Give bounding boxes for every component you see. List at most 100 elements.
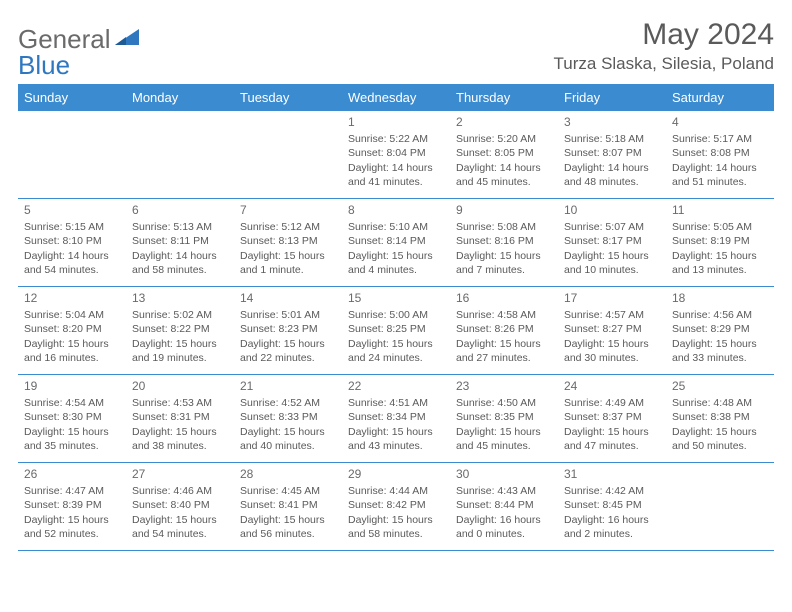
sunrise-line: Sunrise: 4:49 AM <box>564 396 660 410</box>
sunset-line: Sunset: 8:16 PM <box>456 234 552 248</box>
day-number: 6 <box>132 202 228 218</box>
daylight-line: Daylight: 15 hours and 52 minutes. <box>24 513 120 541</box>
calendar-week-row: 5Sunrise: 5:15 AMSunset: 8:10 PMDaylight… <box>18 199 774 287</box>
sunrise-line: Sunrise: 4:45 AM <box>240 484 336 498</box>
sunset-line: Sunset: 8:04 PM <box>348 146 444 160</box>
daylight-line: Daylight: 14 hours and 51 minutes. <box>672 161 768 189</box>
sunrise-line: Sunrise: 4:51 AM <box>348 396 444 410</box>
daylight-line: Daylight: 15 hours and 35 minutes. <box>24 425 120 453</box>
month-title: May 2024 <box>554 18 774 52</box>
sunrise-line: Sunrise: 5:10 AM <box>348 220 444 234</box>
header: General May 2024 Turza Slaska, Silesia, … <box>18 18 774 74</box>
sunset-line: Sunset: 8:11 PM <box>132 234 228 248</box>
daylight-line: Daylight: 15 hours and 45 minutes. <box>456 425 552 453</box>
sunset-line: Sunset: 8:30 PM <box>24 410 120 424</box>
day-number: 8 <box>348 202 444 218</box>
daylight-line: Daylight: 14 hours and 41 minutes. <box>348 161 444 189</box>
daylight-line: Daylight: 15 hours and 7 minutes. <box>456 249 552 277</box>
daylight-line: Daylight: 14 hours and 48 minutes. <box>564 161 660 189</box>
sunset-line: Sunset: 8:05 PM <box>456 146 552 160</box>
sunset-line: Sunset: 8:33 PM <box>240 410 336 424</box>
day-number: 14 <box>240 290 336 306</box>
day-number: 29 <box>348 466 444 482</box>
day-number: 16 <box>456 290 552 306</box>
sunset-line: Sunset: 8:13 PM <box>240 234 336 248</box>
calendar-day-cell: 23Sunrise: 4:50 AMSunset: 8:35 PMDayligh… <box>450 375 558 463</box>
calendar-day-cell: 7Sunrise: 5:12 AMSunset: 8:13 PMDaylight… <box>234 199 342 287</box>
calendar-day-cell: 18 Sunrise: 4:56 AMSunset: 8:29 PMDayligh… <box>666 287 774 375</box>
daylight-line: Daylight: 15 hours and 19 minutes. <box>132 337 228 365</box>
weekday-header: Tuesday <box>234 85 342 111</box>
day-number: 2 <box>456 114 552 130</box>
calendar-day-cell: 30Sunrise: 4:43 AMSunset: 8:44 PMDayligh… <box>450 463 558 551</box>
day-number: 17 <box>564 290 660 306</box>
daylight-line: Daylight: 15 hours and 43 minutes. <box>348 425 444 453</box>
calendar-day-cell: 16Sunrise: 4:58 AMSunset: 8:26 PMDayligh… <box>450 287 558 375</box>
day-number: 5 <box>24 202 120 218</box>
sunset-line: Sunset: 8:31 PM <box>132 410 228 424</box>
sunset-line: Sunset: 8:42 PM <box>348 498 444 512</box>
sunrise-line: Sunrise: 5:02 AM <box>132 308 228 322</box>
day-number: 26 <box>24 466 120 482</box>
calendar-body: 1Sunrise: 5:22 AMSunset: 8:04 PMDaylight… <box>18 111 774 551</box>
day-number: 7 <box>240 202 336 218</box>
title-block: May 2024 Turza Slaska, Silesia, Poland <box>554 18 774 74</box>
daylight-line: Daylight: 15 hours and 22 minutes. <box>240 337 336 365</box>
daylight-line: Daylight: 15 hours and 13 minutes. <box>672 249 768 277</box>
calendar-day-cell: 11Sunrise: 5:05 AMSunset: 8:19 PMDayligh… <box>666 199 774 287</box>
calendar-day-cell: 12Sunrise: 5:04 AMSunset: 8:20 PMDayligh… <box>18 287 126 375</box>
sunrise-line: Sunrise: 5:12 AM <box>240 220 336 234</box>
sunrise-line: Sunrise: 5:05 AM <box>672 220 768 234</box>
day-number: 9 <box>456 202 552 218</box>
sunset-line: Sunset: 8:14 PM <box>348 234 444 248</box>
sunrise-line: Sunrise: 4:47 AM <box>24 484 120 498</box>
sunrise-line: Sunrise: 5:00 AM <box>348 308 444 322</box>
calendar-day-cell: 28Sunrise: 4:45 AMSunset: 8:41 PMDayligh… <box>234 463 342 551</box>
calendar-day-cell <box>234 111 342 199</box>
sunset-line: Sunset: 8:35 PM <box>456 410 552 424</box>
weekday-header: Saturday <box>666 85 774 111</box>
calendar-day-cell: 31Sunrise: 4:42 AMSunset: 8:45 PMDayligh… <box>558 463 666 551</box>
weekday-header: Sunday <box>18 85 126 111</box>
day-number: 15 <box>348 290 444 306</box>
daylight-line: Daylight: 16 hours and 2 minutes. <box>564 513 660 541</box>
calendar-week-row: 1Sunrise: 5:22 AMSunset: 8:04 PMDaylight… <box>18 111 774 199</box>
daylight-line: Daylight: 15 hours and 16 minutes. <box>24 337 120 365</box>
calendar-day-cell: 3Sunrise: 5:18 AMSunset: 8:07 PMDaylight… <box>558 111 666 199</box>
sunset-line: Sunset: 8:07 PM <box>564 146 660 160</box>
sunset-line: Sunset: 8:40 PM <box>132 498 228 512</box>
daylight-line: Daylight: 14 hours and 54 minutes. <box>24 249 120 277</box>
daylight-line: Daylight: 14 hours and 58 minutes. <box>132 249 228 277</box>
day-number: 27 <box>132 466 228 482</box>
sunrise-line: Sunrise: 5:17 AM <box>672 132 768 146</box>
calendar-day-cell: 4Sunrise: 5:17 AMSunset: 8:08 PMDaylight… <box>666 111 774 199</box>
sunset-line: Sunset: 8:29 PM <box>672 322 768 336</box>
sunrise-line: Sunrise: 4:57 AM <box>564 308 660 322</box>
sunset-line: Sunset: 8:10 PM <box>24 234 120 248</box>
sunrise-line: Sunrise: 5:18 AM <box>564 132 660 146</box>
day-number: 28 <box>240 466 336 482</box>
day-number: 1 <box>348 114 444 130</box>
daylight-line: Daylight: 15 hours and 33 minutes. <box>672 337 768 365</box>
calendar-day-cell: 29Sunrise: 4:44 AMSunset: 8:42 PMDayligh… <box>342 463 450 551</box>
daylight-line: Daylight: 15 hours and 38 minutes. <box>132 425 228 453</box>
calendar-week-row: 19Sunrise: 4:54 AMSunset: 8:30 PMDayligh… <box>18 375 774 463</box>
day-number: 13 <box>132 290 228 306</box>
day-number: 18 <box>672 290 768 306</box>
sunset-line: Sunset: 8:23 PM <box>240 322 336 336</box>
day-number: 23 <box>456 378 552 394</box>
day-number: 24 <box>564 378 660 394</box>
weekday-header: Wednesday <box>342 85 450 111</box>
sunrise-line: Sunrise: 4:42 AM <box>564 484 660 498</box>
sunrise-line: Sunrise: 5:20 AM <box>456 132 552 146</box>
calendar-day-cell: 24Sunrise: 4:49 AMSunset: 8:37 PMDayligh… <box>558 375 666 463</box>
calendar-day-cell <box>666 463 774 551</box>
sunrise-line: Sunrise: 4:56 AM <box>672 308 768 322</box>
day-number: 11 <box>672 202 768 218</box>
daylight-line: Daylight: 15 hours and 40 minutes. <box>240 425 336 453</box>
sunset-line: Sunset: 8:20 PM <box>24 322 120 336</box>
daylight-line: Daylight: 15 hours and 50 minutes. <box>672 425 768 453</box>
daylight-line: Daylight: 15 hours and 27 minutes. <box>456 337 552 365</box>
sunrise-line: Sunrise: 4:46 AM <box>132 484 228 498</box>
calendar-day-cell <box>126 111 234 199</box>
